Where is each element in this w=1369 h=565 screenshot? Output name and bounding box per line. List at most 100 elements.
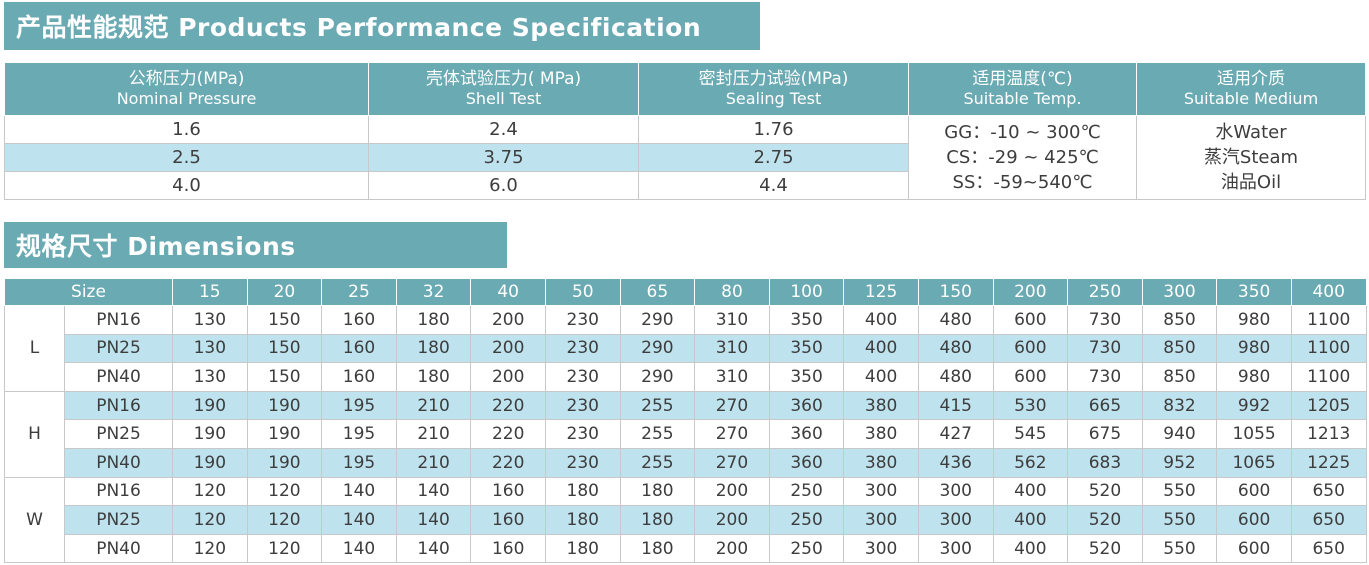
- dimension-value-cell: 210: [395, 447, 472, 478]
- dimension-value-cell: 120: [246, 505, 323, 535]
- dimension-value-cell: 120: [172, 533, 248, 564]
- dimension-value-cell: 190: [172, 390, 248, 421]
- table-row: PN25 120 120 140 140 160 180 180 200 250 300 300 400…: [5, 505, 1367, 535]
- dimension-value-cell: 190: [246, 390, 323, 421]
- dimension-value-cell: 140: [395, 476, 472, 507]
- size-header-cell: 15: [172, 278, 248, 306]
- dimension-value-cell: 150: [246, 333, 323, 364]
- dimension-value-cell: 230: [544, 333, 621, 364]
- dimension-value-cell: 980: [1216, 333, 1292, 364]
- nominal-pressure-cell: 4.0: [4, 171, 369, 200]
- dimension-value-cell: 210: [395, 419, 472, 449]
- table-row: PN25 130 150 160 180 200 230 290 310 350 400 480 600…: [5, 333, 1367, 364]
- dimension-value-cell: 562: [992, 447, 1069, 478]
- dimension-value-cell: 832: [1141, 390, 1218, 421]
- dimension-value-cell: 180: [395, 305, 472, 335]
- dimension-value-cell: 120: [246, 533, 323, 564]
- dimension-value-cell: 190: [246, 447, 323, 478]
- size-header-cell: 300: [1141, 278, 1218, 306]
- sealing-test-cell: 2.75: [638, 143, 909, 172]
- size-header-cell: 65: [619, 278, 696, 306]
- dimension-value-cell: 160: [470, 476, 546, 507]
- size-header: Size: [4, 278, 173, 306]
- dimension-value-cell: 195: [321, 390, 397, 421]
- dimension-value-cell: 120: [246, 476, 323, 507]
- size-header-cell: 25: [321, 278, 397, 306]
- dimensions-header-row: Size 15 20 25 32 40 50 65 80 100 125 150 200 250 300 3…: [4, 278, 1367, 306]
- dimension-value-cell: 255: [619, 390, 696, 421]
- dimension-value-cell: 130: [172, 362, 248, 392]
- dimension-value-cell: 1100: [1290, 333, 1367, 364]
- table-row: 2.5 3.75 2.75: [4, 143, 1366, 172]
- dimension-value-cell: 270: [694, 390, 770, 421]
- nominal-pressure-cell: 2.5: [4, 143, 369, 172]
- dimension-value-cell: 190: [246, 419, 323, 449]
- dimension-value-cell: 220: [470, 419, 546, 449]
- dimension-value-cell: 730: [1067, 305, 1143, 335]
- dimension-value-cell: 675: [1067, 419, 1143, 449]
- dimension-value-cell: 600: [1216, 533, 1292, 564]
- dimension-value-cell: 160: [470, 505, 546, 535]
- table-row: 1.6 2.4 1.76 GG：-10 ~ 300℃ CS：-29 ~ 425℃…: [4, 115, 1366, 200]
- dimensions-section-title: 规格尺寸 Dimensions: [4, 222, 507, 268]
- dimension-value-cell: 180: [544, 476, 621, 507]
- dimension-value-cell: 120: [172, 476, 248, 507]
- dimension-value-cell: 220: [470, 390, 546, 421]
- table-row: H PN16 190 190 195 210 220 230 255 270 360 380 415 53…: [4, 390, 1367, 478]
- dimension-value-cell: 270: [694, 447, 770, 478]
- dimension-value-cell: 600: [1216, 505, 1292, 535]
- pressure-class-cell: PN40: [64, 362, 173, 392]
- dimension-value-cell: 1100: [1290, 362, 1367, 392]
- performance-table: 公称压力(MPa) Nominal Pressure 壳体试验压力( MPa) Sh…: [4, 62, 1366, 200]
- header-suitable-temp: 适用温度(℃) Suitable Temp.: [908, 62, 1137, 116]
- dimension-value-cell: 360: [768, 419, 845, 449]
- dimension-value-cell: 200: [694, 476, 770, 507]
- dimension-value-cell: 180: [544, 505, 621, 535]
- table-row: 4.0 6.0 4.4: [4, 171, 1366, 200]
- dimension-value-cell: 160: [321, 305, 397, 335]
- dimension-value-cell: 730: [1067, 333, 1143, 364]
- dimension-value-cell: 520: [1067, 533, 1143, 564]
- dimension-value-cell: 180: [619, 505, 696, 535]
- medium-line: 油品Oil: [1220, 172, 1282, 193]
- size-header-cell: 350: [1216, 278, 1292, 306]
- header-suitable-medium: 适用介质 Suitable Medium: [1136, 62, 1366, 116]
- dimension-value-cell: 650: [1290, 476, 1367, 507]
- sealing-test-cell: 1.76: [638, 115, 909, 144]
- pressure-class-cell: PN40: [64, 533, 173, 564]
- dimension-value-cell: 300: [843, 476, 919, 507]
- size-header-cell: 40: [470, 278, 546, 306]
- pressure-class-cell: PN16: [64, 476, 173, 507]
- temp-line: GG：-10 ~ 300℃: [944, 122, 1101, 143]
- pressure-class-cell: PN25: [64, 333, 173, 364]
- dimension-value-cell: 255: [619, 419, 696, 449]
- dimension-value-cell: 230: [544, 390, 621, 421]
- dimension-value-cell: 200: [694, 505, 770, 535]
- dimension-value-cell: 520: [1067, 505, 1143, 535]
- dimension-value-cell: 180: [619, 476, 696, 507]
- dimension-value-cell: 230: [544, 362, 621, 392]
- dimension-value-cell: 400: [992, 505, 1069, 535]
- dimension-value-cell: 427: [917, 419, 994, 449]
- table-row: L PN16 130 150 160 180 200 230 290 310 350 400 480 60…: [4, 305, 1367, 392]
- table-row: PN40 120 120 140 140 160 180 180 200 250 300 300 400…: [5, 533, 1367, 564]
- dimension-value-cell: 290: [619, 305, 696, 335]
- dimension-value-cell: 415: [917, 390, 994, 421]
- dimension-value-cell: 600: [992, 333, 1069, 364]
- medium-line: 水Water: [1215, 122, 1287, 143]
- dimension-value-cell: 140: [321, 505, 397, 535]
- header-sealing-test: 密封压力试验(MPa) Sealing Test: [638, 62, 909, 116]
- size-header-cell: 250: [1067, 278, 1143, 306]
- dimension-value-cell: 850: [1141, 333, 1218, 364]
- dimension-value-cell: 200: [694, 533, 770, 564]
- shell-test-cell: 3.75: [368, 143, 639, 172]
- dimension-value-cell: 980: [1216, 362, 1292, 392]
- dimension-value-cell: 600: [992, 362, 1069, 392]
- dimension-value-cell: 130: [172, 333, 248, 364]
- size-header-cell: 200: [992, 278, 1069, 306]
- table-row: PN40 130 150 160 180 200 230 290 310 350 400 480 600…: [5, 362, 1367, 392]
- dimension-value-cell: 480: [917, 333, 994, 364]
- dimension-value-cell: 130: [172, 305, 248, 335]
- dimension-value-cell: 290: [619, 333, 696, 364]
- dimension-value-cell: 380: [843, 419, 919, 449]
